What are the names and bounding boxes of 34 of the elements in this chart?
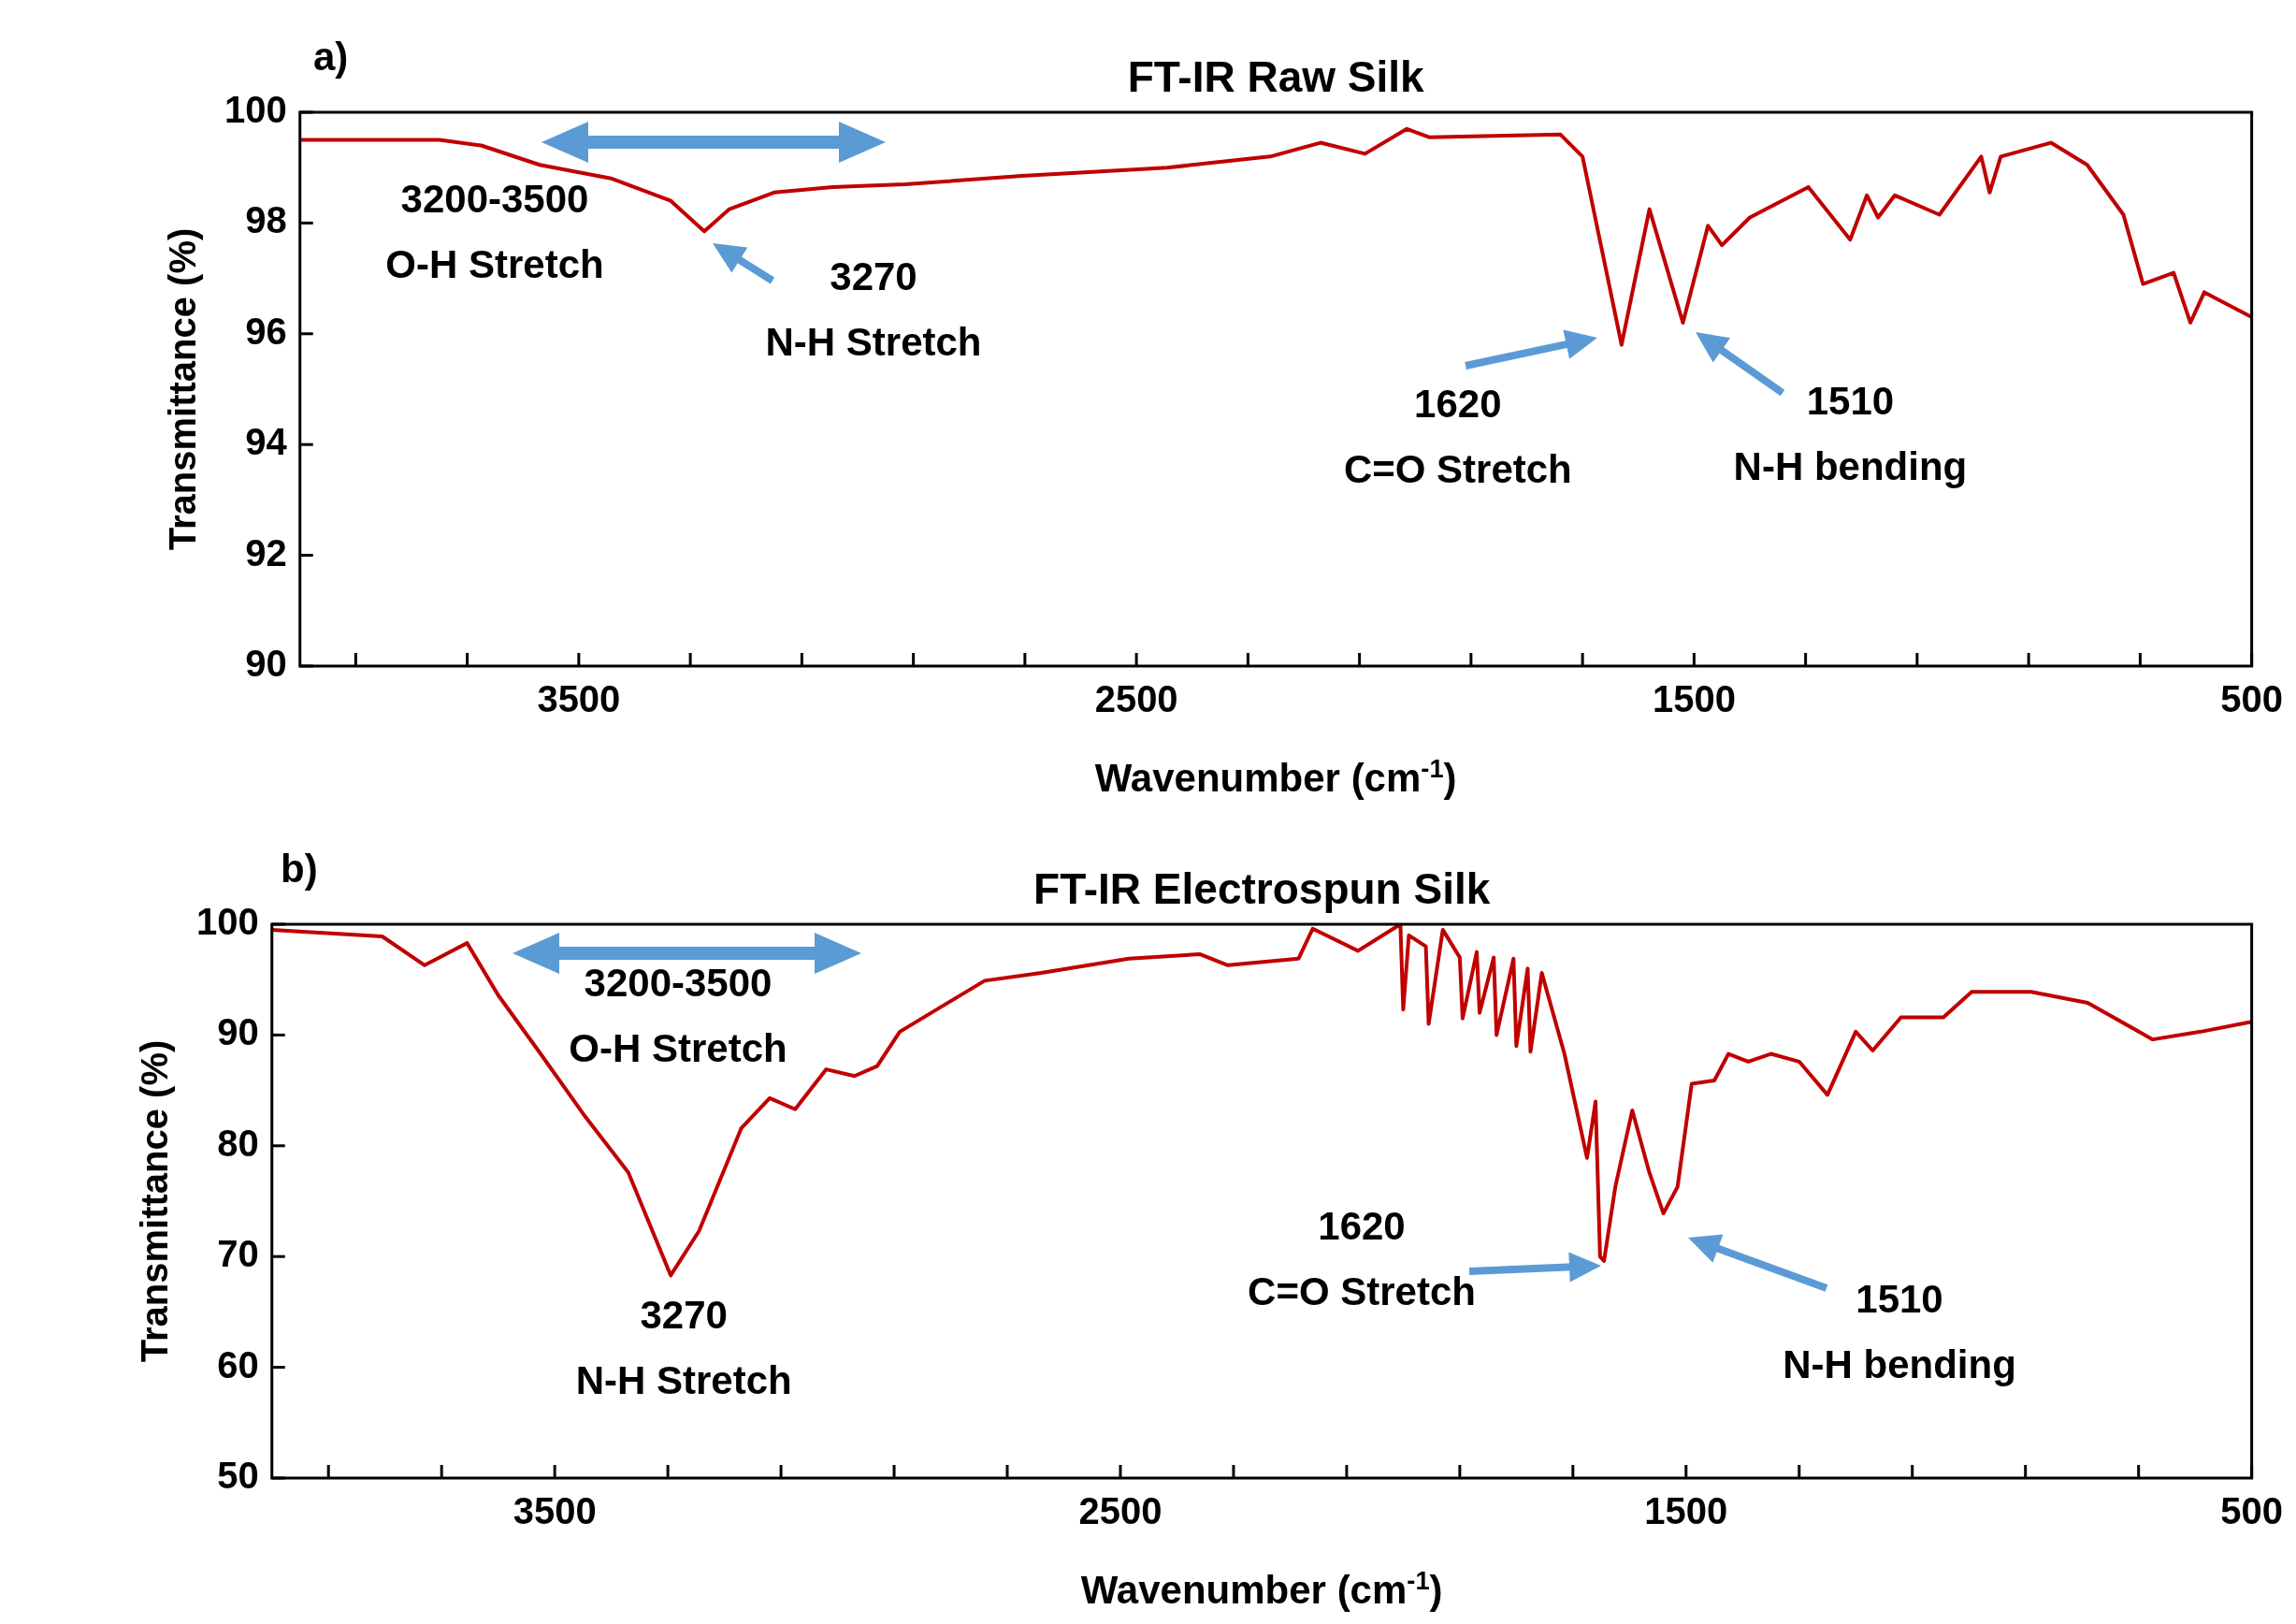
y-tick-label: 60 bbox=[217, 1343, 259, 1385]
y-tick-label: 94 bbox=[245, 421, 288, 463]
annotation: 1510 N-H bending bbox=[1733, 378, 1968, 488]
x-tick-label: 3500 bbox=[513, 1490, 597, 1532]
y-tick-label: 70 bbox=[217, 1233, 259, 1275]
x-tick-label: 1500 bbox=[1644, 1490, 1728, 1532]
x-tick-label: 500 bbox=[2220, 1490, 2284, 1532]
y-axis-title: Transmittance (%) bbox=[162, 227, 204, 551]
x-tick-label: 1500 bbox=[1652, 678, 1736, 720]
annotation: 1620 C=O Stretch bbox=[1248, 1204, 1476, 1313]
text: a) bbox=[313, 35, 349, 79]
text: b) bbox=[281, 847, 318, 891]
y-tick-label: 50 bbox=[217, 1455, 259, 1497]
annotation: 3200-3500 O-H Stretch bbox=[385, 177, 604, 286]
x-tick-label: 2500 bbox=[1078, 1490, 1162, 1532]
annotation: 3270 N-H Stretch bbox=[575, 1293, 792, 1403]
annotation: 1620 C=O Stretch bbox=[1343, 381, 1572, 491]
x-tick-label: 500 bbox=[2220, 678, 2284, 720]
annotation: 3200-3500 O-H Stretch bbox=[569, 961, 787, 1070]
y-tick-label: 96 bbox=[245, 310, 287, 352]
annotation: 1510 N-H bending bbox=[1783, 1277, 2016, 1386]
x-tick-label: 3500 bbox=[537, 678, 621, 720]
y-tick-label: 100 bbox=[224, 89, 287, 131]
y-tick-label: 80 bbox=[217, 1122, 259, 1164]
y-axis-title: Transmittance (%) bbox=[134, 1039, 176, 1363]
y-tick-label: 90 bbox=[245, 643, 287, 685]
chart-title: FT-IR Raw Silk bbox=[1127, 52, 1425, 101]
y-tick-label: 90 bbox=[217, 1011, 259, 1053]
chart-title: FT-IR Electrospun Silk bbox=[1033, 864, 1491, 913]
x-tick-label: 2500 bbox=[1094, 678, 1178, 720]
y-tick-label: 98 bbox=[245, 199, 287, 241]
y-tick-label: 92 bbox=[245, 531, 287, 573]
annotation: 3270 N-H Stretch bbox=[765, 254, 982, 365]
y-tick-label: 100 bbox=[195, 901, 259, 943]
